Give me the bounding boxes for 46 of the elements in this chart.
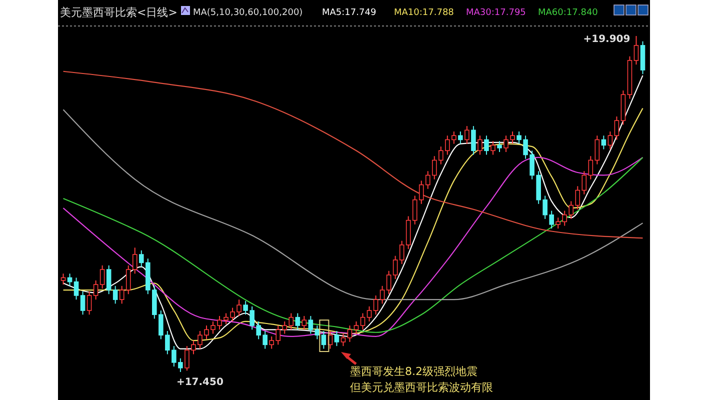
text: MA10:17.788: [394, 8, 454, 18]
candlestick: [484, 135, 489, 156]
annotation: +19.909: [583, 34, 630, 45]
candlestick: [458, 131, 463, 144]
candlestick: [60, 273, 66, 286]
text: MA30:17.795: [466, 8, 526, 18]
candlestick: [601, 135, 606, 150]
legend-title: MA(5,10,30,60,100,200): [193, 8, 303, 18]
text: MA60:17.840: [538, 8, 598, 18]
candlestick: [295, 312, 300, 330]
candlestick: [490, 140, 496, 156]
candlestick: [360, 312, 366, 330]
text: 但美元兑墨西哥比索波动有限: [350, 381, 493, 394]
text: MA5:17.749: [322, 8, 376, 18]
candlestick: [386, 270, 392, 295]
candlestick: [471, 126, 476, 156]
candlestick: [86, 290, 92, 316]
candlestick: [497, 140, 502, 153]
candlestick: [464, 126, 470, 144]
candlestick: [80, 290, 86, 316]
candlestick: [608, 131, 613, 150]
candlestick: [302, 315, 307, 330]
candlestick: [93, 280, 98, 300]
candlestick: [74, 277, 79, 300]
candlestick: [594, 135, 600, 165]
candlestick: [347, 325, 352, 342]
candlestick: [392, 255, 398, 280]
candlestick: [373, 294, 378, 316]
candlestick: [366, 306, 372, 322]
annotation: 墨西哥发生8.2级强烈地震: [350, 365, 478, 378]
text: +17.450: [176, 377, 224, 388]
candlestick: [100, 264, 105, 290]
candlestick: [380, 285, 385, 304]
candlestick: [614, 116, 620, 140]
candlestick: [308, 315, 314, 334]
candlestick: [588, 156, 594, 180]
chart-title: 美元墨西哥比索<日线>: [60, 6, 178, 19]
candlestick: [340, 333, 346, 347]
candlestick: [399, 240, 404, 265]
candlestick: [321, 330, 326, 350]
candlestick: [106, 264, 112, 295]
candlestick: [354, 320, 359, 334]
candlestick: [634, 36, 639, 66]
candlestick: [478, 135, 482, 156]
candlestick: [112, 285, 118, 304]
candlestick: [334, 330, 340, 347]
